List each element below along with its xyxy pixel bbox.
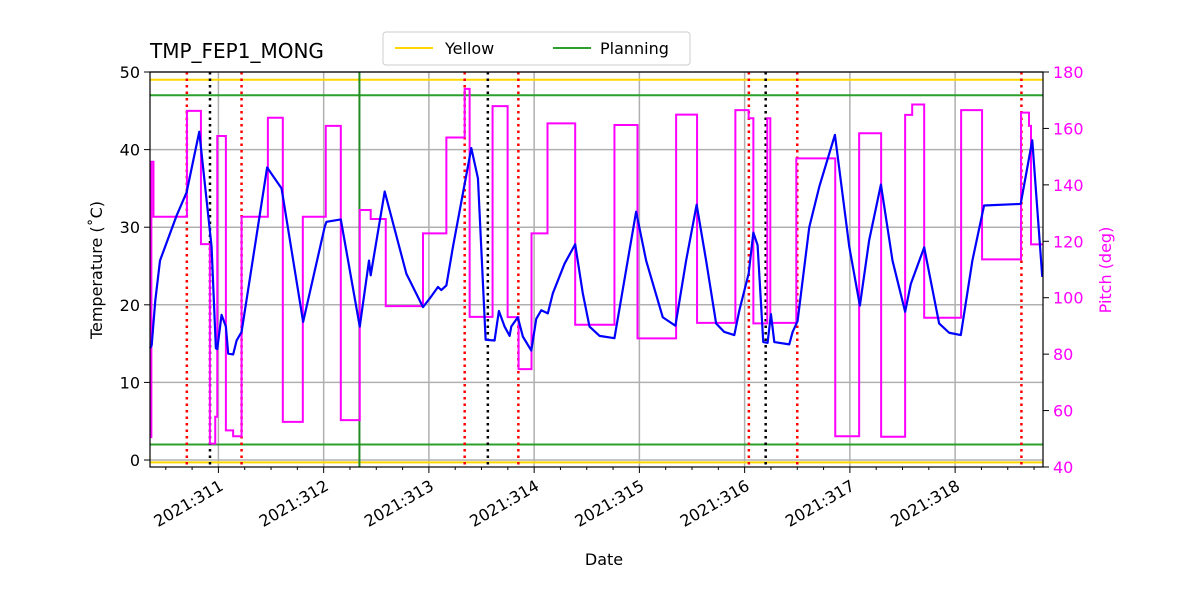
y-tick-label: 40: [120, 141, 140, 160]
y-tick-label: 20: [120, 296, 140, 315]
y2-tick-label: 140: [1053, 176, 1084, 195]
y2-tick-label: 40: [1053, 458, 1073, 477]
chart-title: TMP_FEP1_MONG: [149, 39, 324, 63]
legend-box: [382, 31, 691, 66]
legend: Yellow Planning: [382, 31, 691, 66]
y-axis-right: 40 60 80 100 120 140 160 180: [1043, 63, 1084, 477]
y-tick-label: 50: [120, 63, 140, 82]
legend-yellow-label: Yellow: [444, 39, 494, 58]
y-axis-left: 0 10 20 30 40 50: [120, 63, 150, 470]
legend-planning-label: Planning: [600, 39, 669, 58]
x-axis-label: Date: [585, 550, 623, 569]
y2-tick-label: 160: [1053, 119, 1084, 138]
plot-frame: [149, 71, 1044, 468]
y-tick-label: 30: [120, 218, 140, 237]
y2-tick-label: 60: [1053, 402, 1073, 421]
plot-series: [149, 87, 1044, 445]
y2-tick-label: 80: [1053, 345, 1073, 364]
limit-lines: [150, 78, 1043, 464]
pitch-series-line: [150, 87, 1043, 445]
y-axis-label: Temperature (˚C): [87, 201, 106, 340]
y2-tick-label: 120: [1053, 232, 1084, 251]
temperature-series-line: [149, 130, 1044, 356]
y2-tick-label: 100: [1053, 289, 1084, 308]
y-tick-label: 0: [130, 451, 140, 470]
y-tick-label: 10: [120, 373, 140, 392]
y2-axis-label: Pitch (deg): [1096, 227, 1115, 314]
y2-tick-label: 180: [1053, 63, 1084, 82]
